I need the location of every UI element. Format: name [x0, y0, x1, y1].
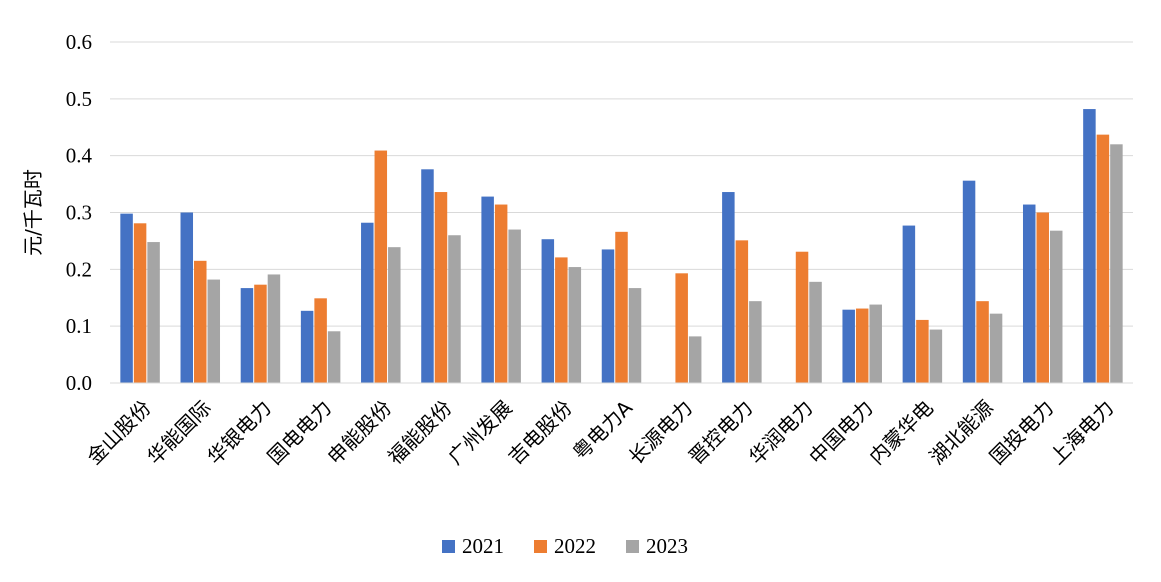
x-tick-label: 国电电力 [263, 396, 337, 470]
bar-2023 [448, 235, 461, 383]
x-tick-label: 内蒙华电 [864, 396, 938, 470]
bar-2021 [902, 225, 916, 383]
bar-2023 [207, 279, 221, 383]
legend-swatch-2022 [534, 540, 547, 553]
bar-2021 [240, 288, 254, 383]
bar-2022 [194, 260, 207, 383]
bar-2022 [1036, 212, 1049, 383]
bar-2022 [133, 223, 147, 383]
bar-2021 [481, 196, 494, 383]
x-tick-label: 长源电力 [624, 396, 698, 470]
x-tick-label: 申能股份 [323, 396, 397, 470]
bar-2023 [147, 242, 160, 383]
bar-2023 [628, 288, 642, 383]
bar-2022 [1096, 134, 1110, 383]
bar-2021 [1022, 204, 1036, 383]
bar-2022 [434, 192, 448, 383]
bar-2021 [180, 212, 194, 383]
y-axis-ticks: 0.0 0.1 0.2 0.3 0.4 0.5 0.6 [66, 30, 93, 395]
bar-2023 [749, 301, 762, 383]
bar-2023 [869, 304, 882, 383]
x-tick-label: 国投电力 [985, 396, 1059, 470]
y-tick-label: 0.0 [66, 371, 92, 395]
y-tick-label: 0.1 [66, 314, 92, 338]
x-tick-label: 湖北能源 [925, 396, 999, 470]
y-axis-label: 元/千瓦时 [21, 169, 45, 256]
y-tick-label: 0.2 [66, 257, 92, 281]
bar-2022 [735, 240, 749, 383]
bar-2021 [300, 310, 314, 383]
bar-2021 [541, 239, 555, 383]
bar-2023 [989, 313, 1003, 383]
bars [120, 109, 1123, 384]
bar-2021 [1083, 109, 1096, 384]
bar-2022 [916, 319, 929, 383]
bar-2022 [855, 308, 869, 383]
legend-label-2023: 2023 [646, 534, 688, 558]
y-tick-label: 0.5 [66, 87, 92, 111]
x-tick-label: 华能国际 [142, 396, 216, 470]
bar-2023 [809, 281, 822, 383]
bar-2023 [1049, 230, 1063, 383]
bar-2021 [120, 213, 133, 383]
x-tick-label: 上海电力 [1045, 396, 1119, 470]
x-tick-label: 晋控电力 [684, 396, 758, 470]
bar-2023 [688, 336, 702, 383]
x-tick-label: 广州发展 [443, 396, 517, 470]
x-tick-label: 金山股份 [82, 396, 156, 470]
bar-2023 [327, 331, 341, 383]
bar-2023 [388, 247, 401, 383]
y-tick-label: 0.4 [66, 144, 93, 168]
legend-label-2022: 2022 [554, 534, 596, 558]
bar-2022 [675, 273, 688, 383]
bar-2021 [842, 309, 855, 383]
bar-2022 [494, 204, 508, 383]
x-tick-label: 华银电力 [202, 396, 276, 470]
bar-2021 [601, 249, 615, 383]
legend-swatch-2021 [442, 540, 455, 553]
bar-2021 [421, 169, 434, 383]
legend: 2021 2022 2023 [442, 534, 688, 558]
bar-2023 [568, 267, 582, 383]
bar-2023 [1110, 144, 1123, 383]
bar-2022 [615, 231, 628, 383]
gridlines [110, 41, 1133, 327]
x-tick-label: 福能股份 [383, 396, 457, 470]
bar-2022 [555, 257, 568, 383]
bar-2023 [508, 229, 521, 383]
legend-label-2021: 2021 [462, 534, 504, 558]
bar-2022 [374, 150, 388, 383]
bar-2023 [929, 329, 943, 383]
y-tick-label: 0.6 [66, 30, 92, 54]
x-tick-label: 中国电力 [804, 396, 878, 470]
bar-2022 [976, 301, 989, 383]
bar-2022 [314, 298, 327, 383]
bar-2021 [722, 192, 735, 383]
x-tick-label: 华润电力 [744, 396, 818, 470]
bar-2023 [267, 274, 281, 383]
x-tick-label: 吉电股份 [503, 396, 577, 470]
bar-2022 [254, 284, 267, 383]
x-axis-categories: 金山股份华能国际华银电力国电电力申能股份福能股份广州发展吉电股份粤电力A长源电力… [82, 395, 1118, 469]
y-tick-label: 0.3 [66, 201, 92, 225]
legend-swatch-2023 [626, 540, 639, 553]
bar-2022 [795, 251, 809, 383]
bar-2021 [962, 180, 976, 383]
bar-2021 [361, 222, 374, 383]
